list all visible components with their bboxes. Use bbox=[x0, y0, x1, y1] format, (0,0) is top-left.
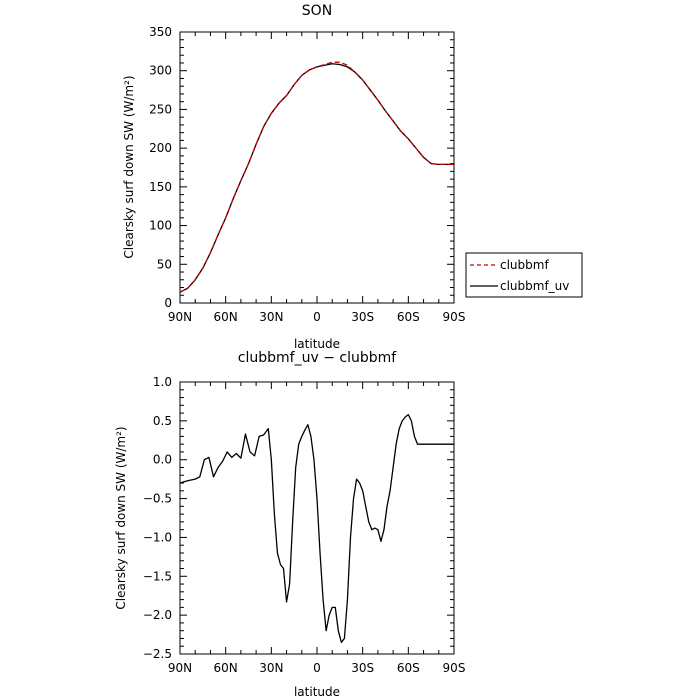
top-y-tick-label: 0 bbox=[164, 296, 172, 310]
top-y-tick-label: 100 bbox=[149, 219, 172, 233]
top-chart-panel: SON 90N 60N 30N 0 30S 60S 90S 0 50 100 150 200 250 30… bbox=[122, 3, 583, 351]
bottom-y-tick-label: −1.5 bbox=[143, 569, 172, 583]
bottom-y-tick-label: 1.0 bbox=[153, 375, 172, 389]
bottom-y-tick-label: 0.5 bbox=[153, 414, 172, 428]
bottom-chart-panel: clubbmf_uv − clubbmf 90N 60N 30N 0 30S 60S 90S… bbox=[114, 350, 465, 699]
top-y-tick-label: 150 bbox=[149, 180, 172, 194]
top-x-tick-label: 30S bbox=[351, 310, 374, 324]
bottom-x-tick-label: 60S bbox=[397, 661, 420, 675]
bottom-x-tick-label: 30S bbox=[351, 661, 374, 675]
bottom-y-tick-label: 0.0 bbox=[153, 453, 172, 467]
bottom-x-tick-label: 30N bbox=[259, 661, 283, 675]
bottom-x-tick-label: 90S bbox=[443, 661, 466, 675]
bottom-x-tick-label: 90N bbox=[168, 661, 192, 675]
top-chart-xlabel: latitude bbox=[294, 337, 340, 351]
bottom-x-tick-label: 0 bbox=[313, 661, 321, 675]
top-y-tick-label: 250 bbox=[149, 102, 172, 116]
top-chart-legend: clubbmf clubbmf_uv bbox=[465, 252, 583, 298]
top-x-tick-label: 90S bbox=[443, 310, 466, 324]
bottom-y-tick-label: −2.5 bbox=[143, 647, 172, 661]
top-series-line-clubbmf-uv bbox=[179, 63, 454, 293]
top-y-tick-label: 350 bbox=[149, 25, 172, 39]
bottom-chart-ylabel: Clearsky surf down SW (W/m²) bbox=[114, 426, 128, 609]
legend-label-clubbmf: clubbmf bbox=[500, 258, 549, 272]
top-chart-ticks: 90N 60N 30N 0 30S 60S 90S 0 50 100 150 200 250 300 350 bbox=[149, 25, 465, 324]
top-x-tick-label: 60N bbox=[214, 310, 238, 324]
top-y-tick-label: 300 bbox=[149, 64, 172, 78]
bottom-series-line-clubbmf-uv-clubbmf bbox=[179, 413, 454, 643]
top-series-line-clubbmf bbox=[179, 61, 454, 293]
top-x-tick-label: 90N bbox=[168, 310, 192, 324]
top-chart-title: SON bbox=[302, 3, 332, 19]
bottom-y-tick-label: −2.0 bbox=[143, 608, 172, 622]
top-chart-frame bbox=[179, 31, 455, 304]
top-x-tick-label: 60S bbox=[397, 310, 420, 324]
bottom-chart-ticks: 90N 60N 30N 0 30S 60S 90S −2.5 −2.0 −1.5 −1.0 −0.5 0… bbox=[143, 375, 466, 675]
bottom-y-tick-label: −1.0 bbox=[143, 530, 172, 544]
bottom-chart-lines bbox=[179, 413, 454, 643]
bottom-y-tick-label: −0.5 bbox=[143, 492, 172, 506]
top-x-tick-label: 0 bbox=[313, 310, 321, 324]
bottom-chart-frame bbox=[179, 381, 455, 655]
top-chart-ylabel: Clearsky surf down SW (W/m²) bbox=[122, 75, 136, 258]
legend-box bbox=[465, 252, 583, 298]
legend-label-clubbmf-uv: clubbmf_uv bbox=[500, 279, 569, 293]
top-y-tick-label: 50 bbox=[157, 257, 172, 271]
bottom-chart-xlabel: latitude bbox=[294, 685, 340, 699]
bottom-chart-title: clubbmf_uv − clubbmf bbox=[238, 350, 397, 366]
top-chart-lines bbox=[179, 61, 454, 293]
bottom-x-tick-label: 60N bbox=[214, 661, 238, 675]
top-y-tick-label: 200 bbox=[149, 141, 172, 155]
top-x-tick-label: 30N bbox=[259, 310, 283, 324]
